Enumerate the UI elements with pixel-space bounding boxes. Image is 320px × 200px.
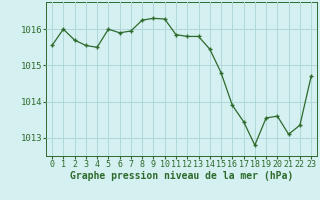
X-axis label: Graphe pression niveau de la mer (hPa): Graphe pression niveau de la mer (hPa) — [70, 171, 293, 181]
